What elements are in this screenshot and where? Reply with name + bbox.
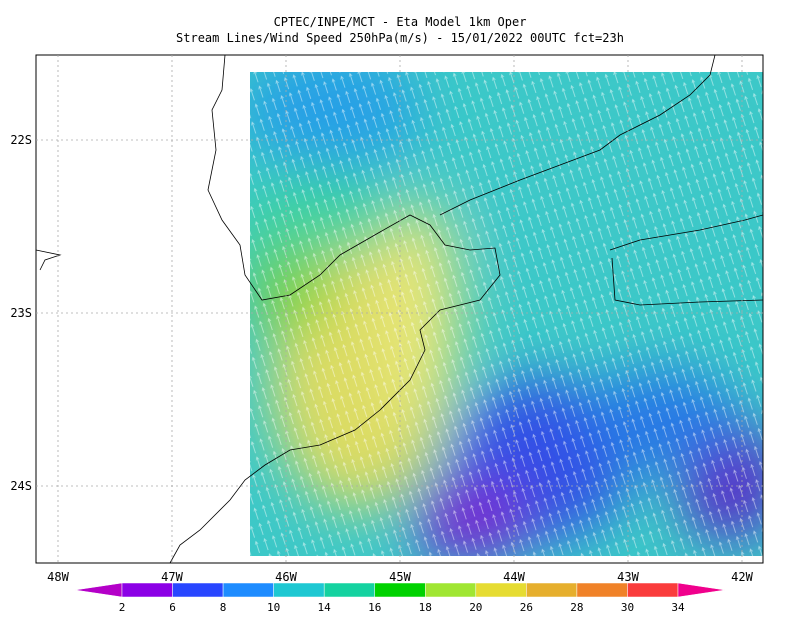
colorbar-segment bbox=[576, 582, 628, 598]
colorbar-label: 34 bbox=[671, 601, 685, 614]
colorbar-segment bbox=[323, 582, 375, 598]
colorbar-label: 6 bbox=[169, 601, 176, 614]
colorbar-label: 28 bbox=[570, 601, 583, 614]
colorbar-segment bbox=[222, 582, 274, 598]
colorbar-label: 16 bbox=[368, 601, 381, 614]
lon-label: 45W bbox=[389, 570, 411, 584]
colorbar-label: 18 bbox=[419, 601, 432, 614]
colorbar-segment bbox=[121, 582, 173, 598]
colorbar-label: 14 bbox=[318, 601, 332, 614]
lon-label: 46W bbox=[275, 570, 297, 584]
map-frame bbox=[35, 54, 764, 564]
colorbar-segment bbox=[526, 582, 578, 598]
colorbar-end bbox=[677, 582, 726, 598]
colorbar-segment bbox=[425, 582, 477, 598]
colorbar-label: 2 bbox=[119, 601, 126, 614]
lon-label: 47W bbox=[161, 570, 183, 584]
colorbar-segment bbox=[627, 582, 679, 598]
colorbar-label: 10 bbox=[267, 601, 280, 614]
title: CPTEC/INPE/MCT - Eta Model 1km Oper bbox=[274, 15, 527, 29]
lon-label: 48W bbox=[47, 570, 69, 584]
lat-label: 24S bbox=[10, 479, 32, 493]
lat-label: 22S bbox=[10, 133, 32, 147]
wind-field bbox=[250, 72, 763, 556]
colorbar-label: 8 bbox=[220, 601, 227, 614]
colorbar-segment bbox=[273, 582, 325, 598]
colorbar-segment bbox=[475, 582, 527, 598]
lat-label: 23S bbox=[10, 306, 32, 320]
colorbar-segment bbox=[172, 582, 224, 598]
colorbar-end bbox=[74, 582, 123, 598]
coastline bbox=[35, 54, 764, 564]
subtitle: Stream Lines/Wind Speed 250hPa(m/s) - 15… bbox=[176, 31, 624, 45]
lon-label: 43W bbox=[617, 570, 639, 584]
lon-label: 42W bbox=[731, 570, 753, 584]
colorbar-label: 20 bbox=[469, 601, 482, 614]
colorbar-segment bbox=[374, 582, 426, 598]
lon-label: 44W bbox=[503, 570, 525, 584]
colorbar-label: 30 bbox=[621, 601, 634, 614]
colorbar-label: 26 bbox=[520, 601, 533, 614]
